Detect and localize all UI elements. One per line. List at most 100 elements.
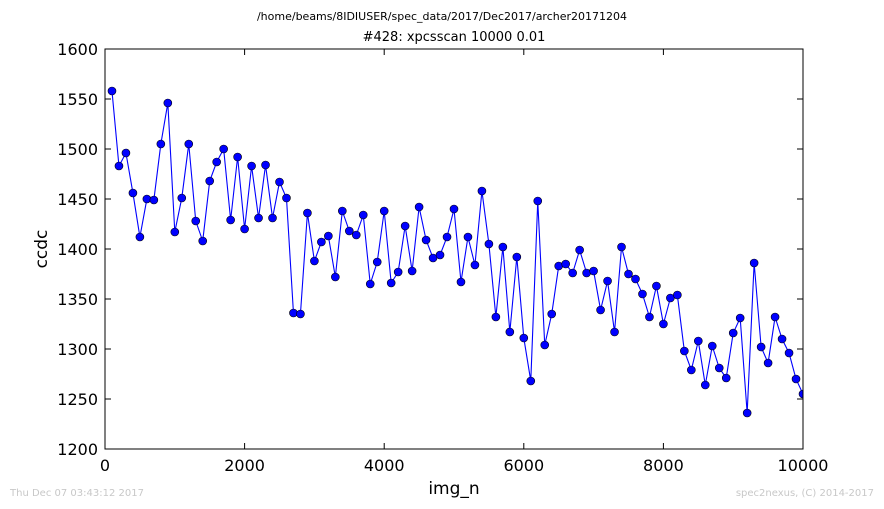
data-point bbox=[435, 250, 445, 260]
data-point bbox=[233, 152, 242, 162]
y-tick-label: 1600 bbox=[57, 40, 98, 59]
file-path-header: /home/beams/8IDIUSER/spec_data/2017/Dec2… bbox=[256, 10, 628, 23]
data-point bbox=[128, 188, 138, 198]
data-point bbox=[638, 289, 647, 299]
data-point bbox=[756, 342, 766, 352]
data-point bbox=[393, 267, 403, 277]
data-point bbox=[491, 312, 501, 322]
data-point bbox=[610, 327, 619, 337]
data-point bbox=[351, 230, 361, 240]
data-point bbox=[519, 333, 529, 343]
data-point bbox=[282, 193, 291, 203]
y-tick-label: 1200 bbox=[57, 440, 98, 459]
data-point bbox=[198, 236, 208, 246]
data-point bbox=[344, 226, 354, 236]
data-point bbox=[184, 139, 194, 149]
data-point bbox=[268, 213, 277, 223]
data-point bbox=[575, 245, 584, 255]
data-point bbox=[442, 232, 452, 242]
data-point bbox=[156, 139, 166, 149]
x-tick-label: 10000 bbox=[778, 456, 829, 475]
data-point bbox=[470, 260, 480, 270]
data-point bbox=[728, 328, 738, 338]
plot-area-frame bbox=[104, 48, 804, 450]
data-point bbox=[484, 239, 494, 249]
data-point bbox=[463, 232, 473, 242]
data-point bbox=[659, 319, 668, 329]
data-point bbox=[414, 202, 424, 212]
data-point bbox=[338, 206, 347, 216]
data-point bbox=[149, 195, 159, 205]
data-point bbox=[449, 204, 459, 214]
data-point bbox=[379, 206, 389, 216]
data-point bbox=[526, 376, 536, 386]
y-axis-label: ccdc bbox=[32, 230, 52, 269]
data-point bbox=[770, 312, 780, 322]
data-point bbox=[561, 259, 570, 269]
data-point bbox=[121, 148, 131, 158]
x-axis-label: img_n bbox=[428, 479, 479, 499]
data-point bbox=[386, 278, 396, 288]
data-point bbox=[707, 341, 717, 351]
data-point bbox=[400, 221, 410, 231]
data-point bbox=[512, 252, 522, 262]
data-point bbox=[170, 227, 180, 237]
data-point bbox=[735, 313, 745, 323]
data-point bbox=[798, 389, 803, 399]
data-point bbox=[540, 340, 550, 350]
y-tick-label: 1300 bbox=[57, 340, 98, 359]
y-tick-label: 1250 bbox=[57, 390, 98, 409]
data-point bbox=[498, 242, 508, 252]
y-tick-label: 1400 bbox=[57, 240, 98, 259]
y-tick-label: 1450 bbox=[57, 190, 98, 209]
data-point bbox=[358, 210, 368, 220]
data-point bbox=[407, 266, 417, 276]
data-point bbox=[191, 216, 201, 226]
data-point bbox=[547, 309, 557, 319]
data-point bbox=[784, 348, 794, 358]
y-tick-label: 1500 bbox=[57, 140, 98, 159]
data-point bbox=[212, 157, 221, 167]
data-point bbox=[596, 305, 605, 315]
data-point bbox=[589, 266, 598, 276]
data-point bbox=[568, 268, 577, 278]
data-point bbox=[645, 312, 654, 322]
data-point bbox=[107, 86, 117, 96]
data-point bbox=[421, 235, 431, 245]
credit-footer: spec2nexus, (C) 2014-2017 bbox=[735, 488, 874, 499]
data-point bbox=[261, 160, 270, 170]
chart-title: #428: xpcsscan 10000 0.01 bbox=[362, 30, 546, 45]
data-point bbox=[226, 215, 235, 225]
data-point bbox=[254, 213, 263, 223]
data-point bbox=[714, 363, 724, 373]
timestamp-footer: Thu Dec 07 03:43:12 2017 bbox=[10, 488, 144, 499]
series-line bbox=[111, 90, 803, 414]
data-point bbox=[742, 408, 752, 418]
y-tick-label: 1550 bbox=[57, 90, 98, 109]
data-point bbox=[533, 196, 543, 206]
x-tick-label: 6000 bbox=[503, 456, 544, 475]
data-point bbox=[687, 365, 696, 375]
x-tick-label: 4000 bbox=[364, 456, 405, 475]
data-point bbox=[477, 186, 487, 196]
data-point bbox=[693, 336, 703, 346]
data-point bbox=[240, 224, 249, 234]
data-point bbox=[631, 274, 640, 284]
data-point bbox=[324, 231, 333, 241]
data-point bbox=[219, 144, 228, 154]
data-point bbox=[721, 373, 731, 383]
data-point bbox=[673, 290, 682, 300]
data-point bbox=[763, 358, 773, 368]
data-point bbox=[505, 327, 515, 337]
data-point bbox=[617, 242, 626, 252]
data-point bbox=[135, 232, 145, 242]
data-point bbox=[163, 98, 173, 108]
data-point bbox=[372, 257, 382, 267]
data-point bbox=[456, 277, 466, 287]
data-point bbox=[331, 272, 340, 282]
data-point bbox=[303, 208, 312, 218]
data-point bbox=[296, 309, 305, 319]
data-point bbox=[749, 258, 759, 268]
y-tick-label: 1350 bbox=[57, 290, 98, 309]
